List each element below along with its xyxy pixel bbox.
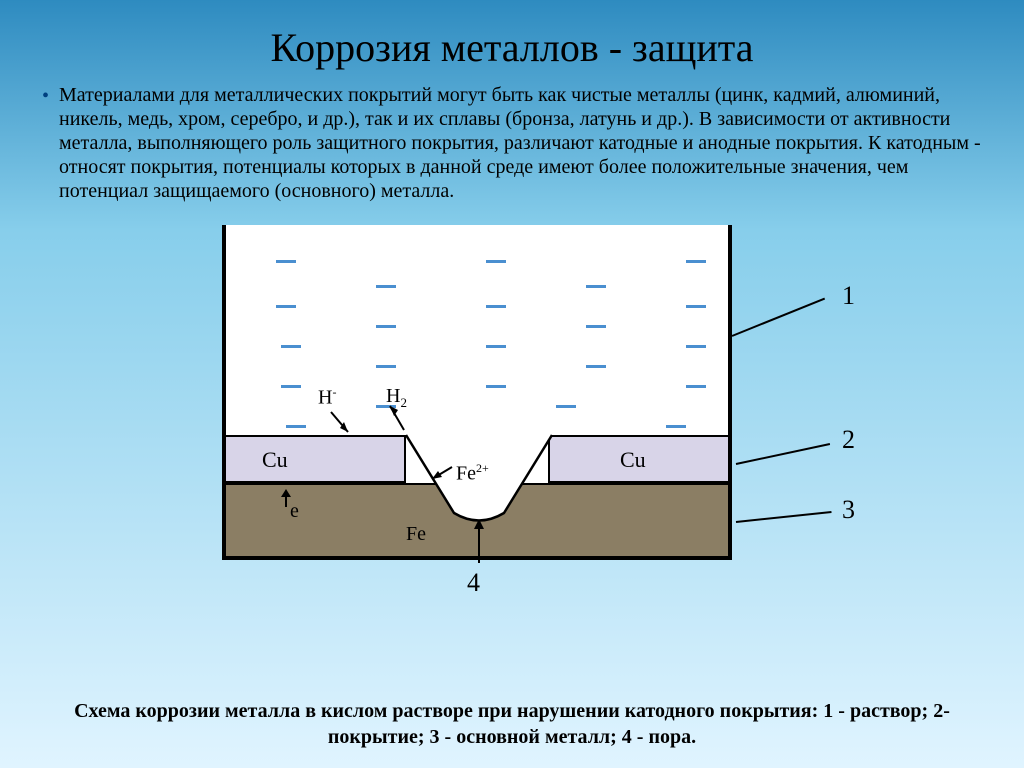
body-text: Материалами для металлических покрытий м… bbox=[59, 83, 982, 203]
content-paragraph: • Материалами для металлических покрытий… bbox=[0, 83, 1024, 203]
h-ion-label: H- bbox=[318, 385, 336, 410]
callout-4-arrow bbox=[472, 517, 486, 565]
cu-left-label: Cu bbox=[262, 447, 288, 473]
cu-left-block: Cu bbox=[226, 435, 406, 483]
beaker-container: Cu Cu H- H2 Fe2+ e bbox=[222, 225, 732, 560]
cu-right-label: Cu bbox=[620, 447, 646, 473]
fe-layer-label: Fe bbox=[406, 523, 426, 546]
callout-1-num: 1 bbox=[842, 281, 855, 311]
solution-layer bbox=[226, 245, 728, 435]
fe-ion-label: Fe2+ bbox=[456, 461, 489, 486]
callout-3-line bbox=[736, 511, 832, 523]
h-ion-arrow bbox=[326, 410, 356, 438]
page-title: Коррозия металлов - защита bbox=[0, 0, 1024, 83]
callout-4-num: 4 bbox=[467, 568, 480, 598]
diagram-caption: Схема коррозии металла в кислом растворе… bbox=[0, 698, 1024, 750]
corrosion-diagram: Cu Cu H- H2 Fe2+ e bbox=[122, 225, 902, 605]
callout-2-num: 2 bbox=[842, 425, 855, 455]
callout-1-line bbox=[732, 298, 825, 337]
h2-arrow bbox=[384, 400, 414, 435]
callout-3-num: 3 bbox=[842, 495, 855, 525]
electron-arrow bbox=[278, 487, 294, 509]
cu-right-block: Cu bbox=[548, 435, 728, 483]
callout-2-line bbox=[736, 443, 830, 465]
fe-ion-arrow bbox=[430, 463, 460, 483]
bullet-icon: • bbox=[42, 85, 49, 108]
